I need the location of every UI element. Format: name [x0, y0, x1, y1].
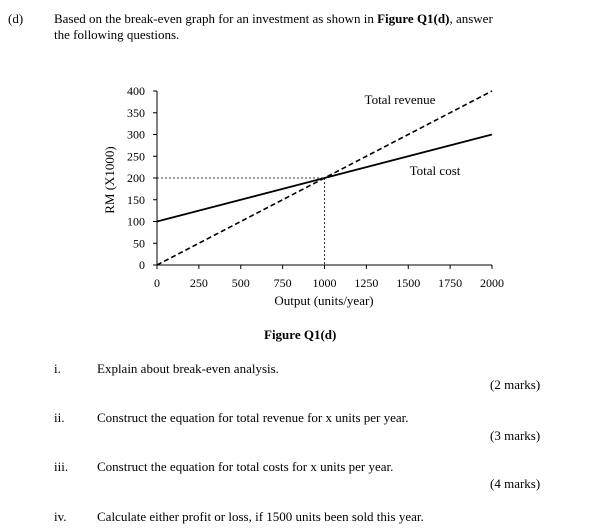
question-text-line2: the following questions.: [54, 27, 180, 42]
y-tick-label: 50: [133, 236, 145, 250]
series-label-total-revenue: Total revenue: [365, 92, 436, 107]
x-tick-label: 250: [190, 276, 208, 290]
item-marks: (4 marks): [490, 476, 541, 491]
item-text: Calculate either profit or loss, if 1500…: [97, 509, 424, 524]
y-tick-label: 200: [127, 171, 145, 185]
y-tick-label: 250: [127, 149, 145, 163]
item-text: Explain about break-even analysis.: [97, 361, 279, 376]
y-tick-label: 400: [127, 84, 145, 98]
series-label-total-cost: Total cost: [410, 163, 461, 178]
item-text: Construct the equation for total costs f…: [97, 459, 394, 474]
y-tick-label: 350: [127, 106, 145, 120]
question-text-post: , answer: [449, 11, 493, 26]
item-number: iv.: [54, 509, 67, 524]
x-tick-label: 750: [274, 276, 292, 290]
break-even-guides: [157, 177, 325, 265]
item-marks: (3 marks): [490, 428, 541, 443]
chart-series: [156, 90, 493, 266]
y-tick-label: 300: [127, 128, 145, 142]
figure-reference: Figure Q1(d): [377, 11, 450, 26]
question-text-line1: Based on the break-even graph for an inv…: [54, 11, 493, 27]
y-tick-label: 100: [127, 215, 145, 229]
x-axis-label: Output (units/year): [274, 293, 373, 308]
x-tick-label: 1000: [313, 276, 337, 290]
question-label: (d): [8, 11, 24, 26]
break-even-chart: 0 50 100 150 200 250 300 350 400 0 250 500 750 1000 12…: [102, 84, 504, 308]
item-number: ii.: [54, 410, 65, 425]
chart-tick-labels: 0 50 100 150 200 250 300 350 400 0 250 500 750 1000 12…: [127, 84, 504, 290]
question-text-pre: Based on the break-even graph for an inv…: [54, 11, 378, 26]
x-tick-label: 1500: [396, 276, 420, 290]
x-tick-label: 1750: [438, 276, 462, 290]
item-number: iii.: [54, 459, 69, 474]
series-line-total-cost: [156, 133, 493, 223]
y-tick-label: 150: [127, 193, 145, 207]
item-marks: (2 marks): [490, 377, 541, 392]
x-tick-label: 0: [154, 276, 160, 290]
x-tick-label: 1250: [354, 276, 378, 290]
y-tick-label: 0: [139, 258, 145, 272]
x-tick-label: 500: [232, 276, 250, 290]
item-number: i.: [54, 361, 61, 376]
figure-caption: Figure Q1(d): [264, 327, 337, 342]
y-axis-label: RM (X1000): [102, 146, 117, 214]
item-text: Construct the equation for total revenue…: [97, 410, 409, 425]
chart-series-labels: Total revenue Total cost: [365, 92, 461, 178]
x-tick-label: 2000: [480, 276, 504, 290]
